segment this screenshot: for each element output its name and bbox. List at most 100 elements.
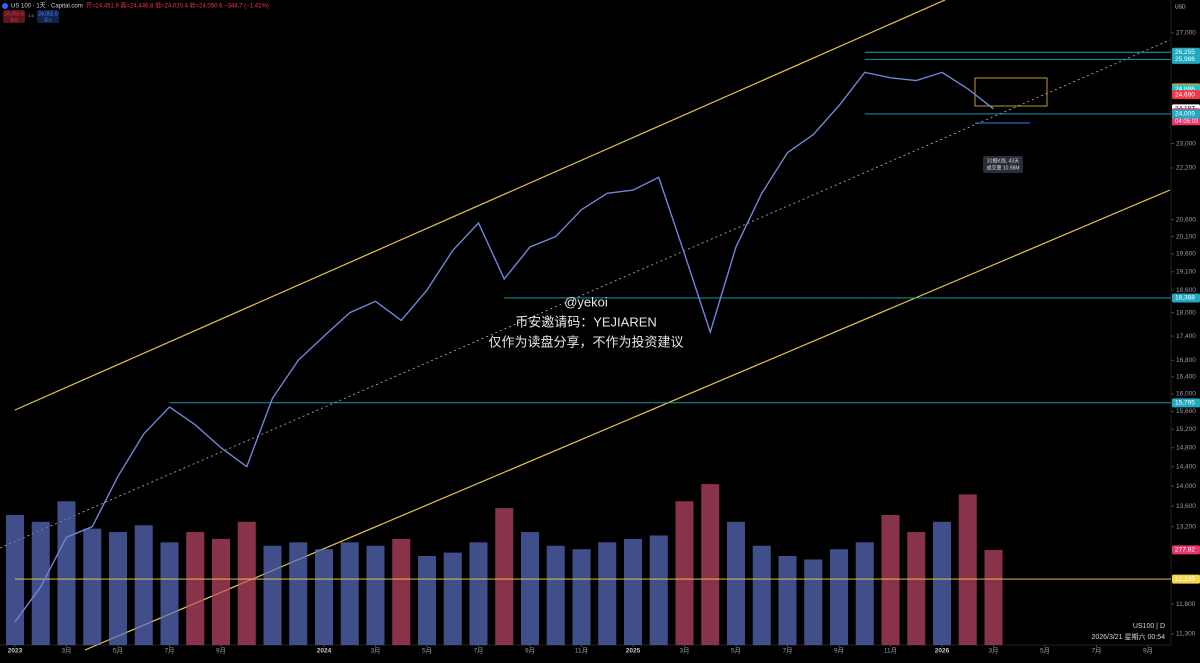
footer-symbol: US100 | D (1133, 623, 1165, 630)
y-tick-label: 14,000 (1176, 483, 1196, 490)
y-tick-label: 14,400 (1176, 463, 1196, 470)
volume-bar (160, 542, 179, 645)
y-tick-label: 18,000 (1176, 309, 1196, 316)
x-tick-label: 5月 (113, 647, 123, 655)
y-tick-label: 11,800 (1176, 601, 1196, 608)
volume-bar (520, 532, 540, 645)
y-tick-label: 14,800 (1176, 444, 1196, 451)
x-tick-label: 5月 (1040, 647, 1050, 655)
volume-bar (417, 556, 437, 645)
volume-bar (237, 521, 256, 645)
volume-bar (366, 545, 385, 645)
y-tick-label: 15,200 (1176, 426, 1196, 433)
price-label: 24,690 (1175, 91, 1195, 98)
volume-bar (263, 545, 282, 645)
volume-bar (340, 542, 359, 645)
y-tick-label: 19,100 (1176, 268, 1196, 275)
x-tick-label: 7月 (782, 647, 792, 655)
volume-bar (289, 542, 308, 645)
volume-bar (392, 538, 411, 645)
volume-bar (314, 549, 334, 645)
y-tick-label: 13,200 (1176, 523, 1196, 530)
volume-bar (546, 545, 565, 645)
volume-bar (211, 538, 231, 645)
price-label-box (1172, 54, 1200, 64)
y-tick-label: 22,200 (1176, 165, 1196, 172)
x-tick-label: 9月 (525, 647, 535, 655)
x-tick-label: 5月 (731, 647, 741, 655)
x-tick-label: 11月 (884, 647, 897, 655)
price-label-box (1172, 109, 1200, 119)
volume-bar (83, 528, 102, 645)
volume-bar (881, 514, 900, 645)
channel-upper (14, 0, 946, 411)
volume-bar (186, 532, 205, 645)
y-tick-label: 16,000 (1176, 391, 1196, 398)
y-tick-label: 23,000 (1176, 140, 1196, 147)
volume-bar (469, 542, 488, 645)
sell-price: 24,050.6 (4, 11, 24, 17)
x-tick-label: 9月 (834, 647, 844, 655)
ohlc: 开=24,451.9 高=24,446.8 低=24,020.4 收=24,05… (86, 2, 269, 10)
measure-volume: 成交量 10.98M (986, 164, 1019, 171)
y-tick-label: 16,800 (1176, 357, 1196, 364)
price-label-box (1172, 47, 1200, 57)
volume-bar (108, 532, 128, 645)
volume-bar (675, 501, 694, 645)
y-tick-label: 17,400 (1176, 333, 1196, 340)
buy-button[interactable] (37, 10, 59, 23)
volume-bar (31, 521, 50, 645)
watermark-disclaimer: 仅作为读盘分享，不作为投资建议 (488, 334, 683, 349)
price-label: 15,795 (1175, 400, 1195, 407)
y-tick-label: 11,300 (1176, 631, 1196, 638)
price-label: 18,388 (1175, 295, 1195, 302)
x-tick-label: 3月 (988, 647, 998, 655)
volume-bar (829, 549, 849, 645)
x-tick-label: 2025 (626, 648, 641, 655)
volume-bar (495, 508, 514, 645)
volume-bar (134, 525, 153, 645)
price-label: 12,235 (1175, 576, 1195, 583)
sell-button[interactable] (3, 10, 25, 23)
price-label-box (1172, 398, 1200, 408)
price-label: 25,986 (1175, 56, 1195, 63)
x-tick-label: 2023 (8, 648, 23, 655)
y-tick-label: 27,000 (1176, 30, 1196, 37)
volume-bar (701, 484, 720, 645)
price-label-box (1172, 90, 1200, 100)
x-tick-label: 7月 (164, 647, 174, 655)
buy-label: 买入 (44, 16, 52, 22)
volume-bar (932, 521, 952, 645)
x-tick-label: 9月 (1143, 647, 1153, 655)
x-tick-label: 11月 (575, 647, 588, 655)
volume-bar (443, 552, 462, 645)
countdown-box (1172, 117, 1200, 126)
volume-bar (623, 538, 643, 645)
y-tick-label: 15,600 (1176, 408, 1196, 415)
volume-bar (958, 494, 977, 645)
price-label-box (1172, 574, 1200, 584)
x-tick-label: 3月 (679, 647, 689, 655)
x-tick-label: 5月 (422, 647, 432, 655)
volume-label-box (1172, 545, 1200, 555)
sell-label: 卖出 (10, 16, 18, 22)
volume-bar (5, 514, 25, 645)
currency: USD (1175, 4, 1186, 10)
x-tick-label: 3月 (61, 647, 71, 655)
price-label: 24,886 (1175, 86, 1195, 93)
volume-label: 277.92 (1175, 547, 1195, 554)
watermark-code: 币安邀请码：YEJIAREN (515, 314, 657, 329)
x-tick-label: 3月 (370, 647, 380, 655)
volume-bar (752, 545, 771, 645)
volume-bar (649, 535, 668, 645)
volume-bar (598, 542, 617, 645)
watermark-handle: @yekoi (564, 294, 608, 309)
x-tick-label: 2026 (935, 648, 950, 655)
price-label: 24,009 (1175, 111, 1195, 118)
volume-bar (572, 549, 591, 645)
range-box (974, 77, 1048, 107)
buy-price: 24,052.6 (38, 11, 58, 17)
measure-box (983, 156, 1023, 173)
symbol-icon (2, 3, 8, 9)
